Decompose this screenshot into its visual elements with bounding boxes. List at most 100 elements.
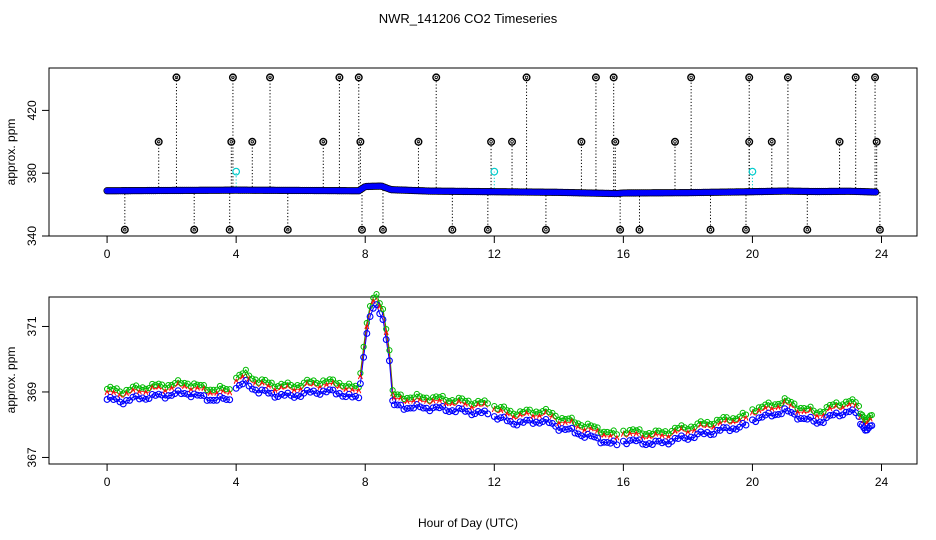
green-point — [320, 377, 327, 384]
blue-point — [613, 441, 621, 449]
green-point — [533, 408, 540, 415]
spike-point-core — [853, 75, 858, 80]
spike-point-core — [805, 228, 809, 232]
green-point — [242, 366, 249, 373]
green-point — [268, 379, 275, 386]
blue-point — [129, 393, 137, 401]
green-point — [558, 414, 566, 422]
blue-point — [768, 412, 776, 420]
blue-point — [774, 411, 782, 418]
blue-point — [429, 404, 437, 412]
blue-point — [603, 439, 611, 446]
green-point — [700, 420, 708, 427]
blue-point — [800, 415, 808, 423]
blue-point — [655, 437, 663, 445]
green-point — [407, 394, 414, 401]
spike-point-core — [381, 228, 385, 232]
spike-point — [354, 73, 363, 82]
green-point — [197, 381, 204, 389]
red-point — [653, 430, 659, 437]
blue-point — [416, 403, 424, 411]
spike-point — [190, 225, 199, 234]
spike-point-core — [229, 140, 234, 144]
spike-point — [803, 225, 812, 234]
spike-point-core — [231, 75, 235, 80]
red-point — [808, 406, 813, 413]
spike-point-core — [489, 140, 493, 144]
red-point — [556, 420, 562, 427]
spike-point-core — [673, 140, 677, 144]
spike-point — [871, 73, 880, 82]
red-point — [820, 412, 826, 419]
red-point — [404, 398, 410, 405]
red-point — [569, 417, 575, 424]
blue-point — [503, 417, 511, 425]
blue-point — [587, 432, 595, 440]
blue-point — [445, 408, 453, 416]
blue-point — [468, 411, 476, 419]
spike-point-core — [837, 140, 842, 144]
green-point — [797, 404, 804, 412]
green-point — [333, 380, 340, 387]
blue-point — [794, 415, 802, 423]
red-point — [608, 432, 613, 439]
red-point — [443, 400, 449, 407]
blue-point — [600, 438, 608, 446]
top-ytick-label: 420 — [25, 100, 39, 120]
blue-point — [790, 410, 798, 418]
bottom-plot-frame — [48, 296, 918, 465]
spike-point — [508, 137, 517, 146]
blue-point — [813, 419, 821, 427]
red-point — [169, 385, 175, 392]
red-point — [588, 425, 594, 432]
green-point — [688, 423, 695, 430]
spike-point — [835, 137, 844, 146]
blue-point — [190, 390, 198, 398]
spike-point-core — [450, 228, 455, 232]
blue-point — [639, 440, 647, 448]
spike-point — [283, 225, 292, 234]
blue-point — [348, 393, 356, 401]
spike-point — [483, 225, 492, 234]
spike-point — [154, 137, 163, 146]
green-point — [236, 371, 243, 378]
blue-point — [258, 386, 266, 394]
red-point — [227, 389, 233, 396]
red-point — [827, 405, 833, 412]
green-point — [178, 380, 185, 387]
spike-point-core — [878, 228, 882, 232]
blue-point — [397, 401, 405, 409]
green-point — [604, 428, 611, 436]
red-point — [685, 429, 691, 436]
green-point — [191, 380, 198, 387]
blue-point — [152, 391, 159, 399]
blue-point — [313, 390, 321, 397]
blue-point — [510, 420, 518, 428]
green-point — [400, 395, 408, 403]
green-point — [629, 426, 637, 433]
spike-point-core — [510, 140, 514, 144]
blue-point — [836, 412, 844, 420]
blue-point — [771, 411, 779, 419]
blue-point — [223, 396, 230, 404]
top-xtick-label: 20 — [746, 247, 760, 261]
blue-point — [200, 392, 208, 400]
blue-point — [565, 425, 572, 433]
blue-point — [729, 425, 737, 433]
blue-point — [474, 407, 482, 415]
green-point — [868, 412, 875, 419]
blue-point — [277, 390, 285, 398]
spike-point-core — [873, 75, 877, 80]
red-point — [788, 402, 794, 409]
spike-point-core — [637, 228, 642, 232]
cyan-spike-point — [490, 167, 499, 176]
blue-point — [461, 407, 469, 415]
avg-point — [872, 189, 879, 195]
bottom-panel: 0 4 8 12 16 20 24 367 369 371 approx. ppm — [4, 291, 918, 489]
red-point — [456, 398, 462, 404]
green-point — [597, 429, 604, 436]
spike-point — [356, 137, 365, 146]
red-point — [156, 383, 162, 390]
blue-point — [681, 434, 689, 442]
series-line — [493, 416, 618, 446]
